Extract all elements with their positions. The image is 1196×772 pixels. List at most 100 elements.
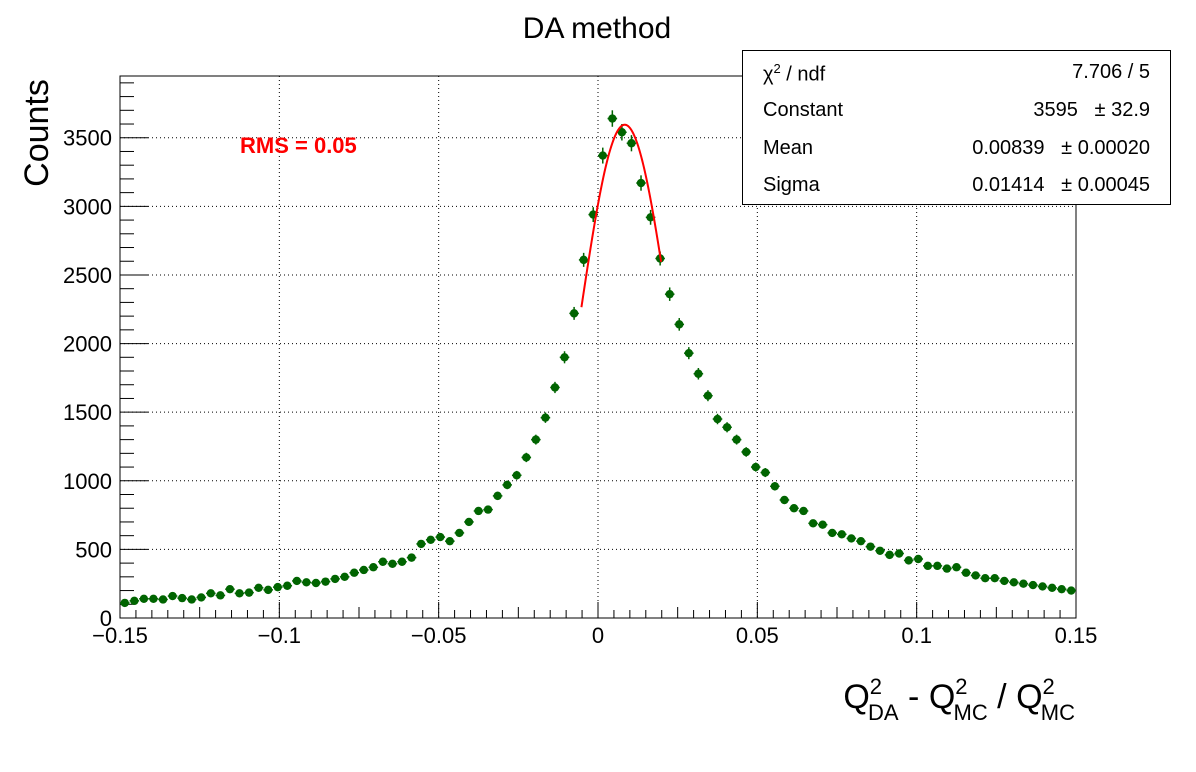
data-point xyxy=(789,504,799,513)
data-point xyxy=(522,453,531,462)
data-point xyxy=(694,369,703,378)
data-point xyxy=(455,528,464,538)
data-point xyxy=(598,151,607,160)
data-point xyxy=(177,593,187,603)
stats-name: Constant xyxy=(763,99,844,121)
chart-title: DA method xyxy=(523,12,671,45)
data-point xyxy=(187,595,196,604)
data-point xyxy=(799,506,808,516)
data-point xyxy=(531,435,541,444)
stats-name: Mean xyxy=(763,137,814,159)
data-point xyxy=(235,589,244,598)
data-point xyxy=(130,596,139,606)
stats-value: 7.706 / 5 xyxy=(1072,61,1150,83)
y-tick-label: 1000 xyxy=(63,469,112,494)
data-point xyxy=(493,491,502,501)
data-point xyxy=(875,546,885,555)
data-point xyxy=(608,114,617,123)
data-point xyxy=(627,139,636,148)
data-point xyxy=(464,517,474,527)
data-point xyxy=(665,289,674,299)
data-point xyxy=(1028,580,1038,590)
y-tick-label: 2000 xyxy=(63,332,112,357)
data-point xyxy=(1057,584,1066,594)
data-point xyxy=(407,553,416,562)
data-point xyxy=(359,565,368,575)
data-point xyxy=(990,574,999,583)
rms-annotation: RMS = 0.05 xyxy=(240,133,357,158)
data-point xyxy=(254,583,263,593)
x-tick-label: 0 xyxy=(592,623,604,648)
data-point xyxy=(961,568,971,577)
data-point xyxy=(780,495,789,505)
data-point xyxy=(914,554,923,564)
data-point xyxy=(550,383,560,392)
data-point xyxy=(474,506,483,516)
fit-curve xyxy=(580,123,663,308)
data-point xyxy=(828,528,837,538)
y-tick-label: 3500 xyxy=(63,126,112,151)
data-points xyxy=(120,110,1076,608)
y-axis-label: Counts xyxy=(18,79,56,187)
data-point xyxy=(321,577,330,586)
data-point xyxy=(158,595,168,604)
data-point xyxy=(330,574,340,584)
y-tick-label: 3000 xyxy=(63,194,112,219)
data-point xyxy=(617,128,627,137)
x-tick-label: −0.15 xyxy=(92,623,148,648)
y-tick-label: 2500 xyxy=(63,263,112,288)
data-point xyxy=(636,178,646,188)
stats-row-constant: Constant 3595 ± 32.9 xyxy=(743,93,1170,131)
data-point xyxy=(1047,583,1057,593)
stats-value: 0.00839 ± 0.00020 xyxy=(972,137,1150,159)
data-point xyxy=(751,462,760,472)
data-point xyxy=(808,519,818,528)
data-point xyxy=(206,589,216,598)
y-tick-label: 1500 xyxy=(63,400,112,425)
data-point xyxy=(512,471,521,480)
data-point xyxy=(770,482,780,491)
data-point xyxy=(426,535,435,544)
data-point xyxy=(885,550,894,560)
data-point xyxy=(1038,582,1047,591)
data-point xyxy=(980,574,990,583)
stats-row-mean: Mean 0.00839 ± 0.00020 xyxy=(743,131,1170,169)
stats-value: 3595 ± 32.9 xyxy=(1033,99,1150,121)
data-point xyxy=(1000,576,1009,586)
data-point xyxy=(436,532,445,542)
x-tick-label: 0.1 xyxy=(901,623,932,648)
data-point xyxy=(847,534,856,543)
data-point xyxy=(1067,586,1076,595)
data-point xyxy=(761,468,770,477)
x-tick-label: −0.05 xyxy=(411,623,467,648)
data-point xyxy=(120,598,129,608)
stats-row-chi2: χ2 / ndf 7.706 / 5 xyxy=(743,55,1170,93)
x-tick-label: 0.15 xyxy=(1055,623,1098,648)
data-point xyxy=(933,561,942,571)
data-point xyxy=(225,584,235,594)
data-point xyxy=(818,520,827,529)
data-point xyxy=(483,505,493,514)
data-point xyxy=(675,320,684,329)
data-point xyxy=(1009,578,1019,587)
data-point xyxy=(1019,579,1028,588)
x-tick-label: 0.05 xyxy=(736,623,779,648)
data-point xyxy=(713,414,722,424)
data-point xyxy=(388,559,397,568)
data-point xyxy=(302,578,311,587)
data-point xyxy=(273,582,282,592)
data-point xyxy=(416,539,426,549)
stats-name: χ2 / ndf xyxy=(763,61,826,86)
data-point xyxy=(923,561,933,571)
data-point xyxy=(866,542,875,551)
data-point xyxy=(732,435,741,444)
data-point xyxy=(168,591,177,601)
data-point xyxy=(149,594,158,603)
data-point xyxy=(350,568,359,577)
y-tick-label: 500 xyxy=(75,537,112,562)
axis-ticks xyxy=(119,82,1077,619)
data-point xyxy=(856,536,866,546)
fit-stats-box: χ2 / ndf 7.706 / 5 Constant 3595 ± 32.9 … xyxy=(742,50,1171,205)
data-point xyxy=(502,480,512,490)
